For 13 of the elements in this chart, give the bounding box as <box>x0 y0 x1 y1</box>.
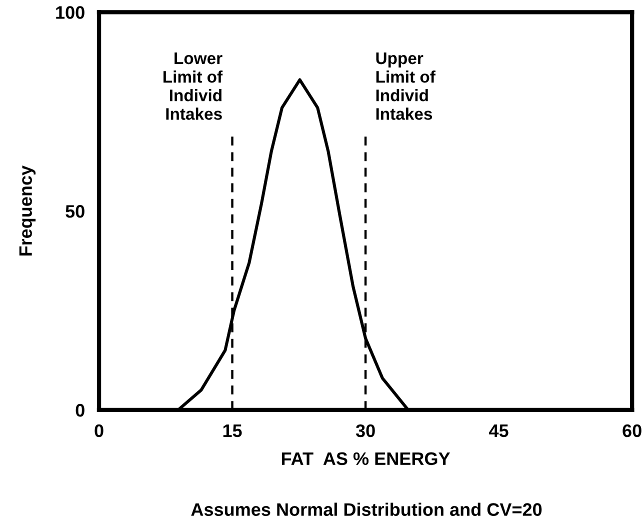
x-tick-label: 0 <box>94 424 104 438</box>
x-tick-label: 15 <box>223 424 242 438</box>
x-tick-label: 45 <box>489 424 508 438</box>
y-tick-label: 50 <box>66 205 84 218</box>
x-tick-label: 30 <box>356 424 375 438</box>
text: Assumes Normal Distribution and CV=20 <box>191 502 542 516</box>
ref-line-label: Upper Limit of Individ Intakes <box>376 52 436 120</box>
ref-line-label: Lower Limit of Individ Intakes <box>164 52 223 120</box>
y-tick-label: 0 <box>76 404 84 417</box>
x-tick-label: 60 <box>622 424 642 438</box>
y-axis-title: Frequency <box>19 166 36 256</box>
y-tick-label: 100 <box>56 6 84 19</box>
x-axis-title: FAT AS % ENERGY <box>282 452 450 466</box>
